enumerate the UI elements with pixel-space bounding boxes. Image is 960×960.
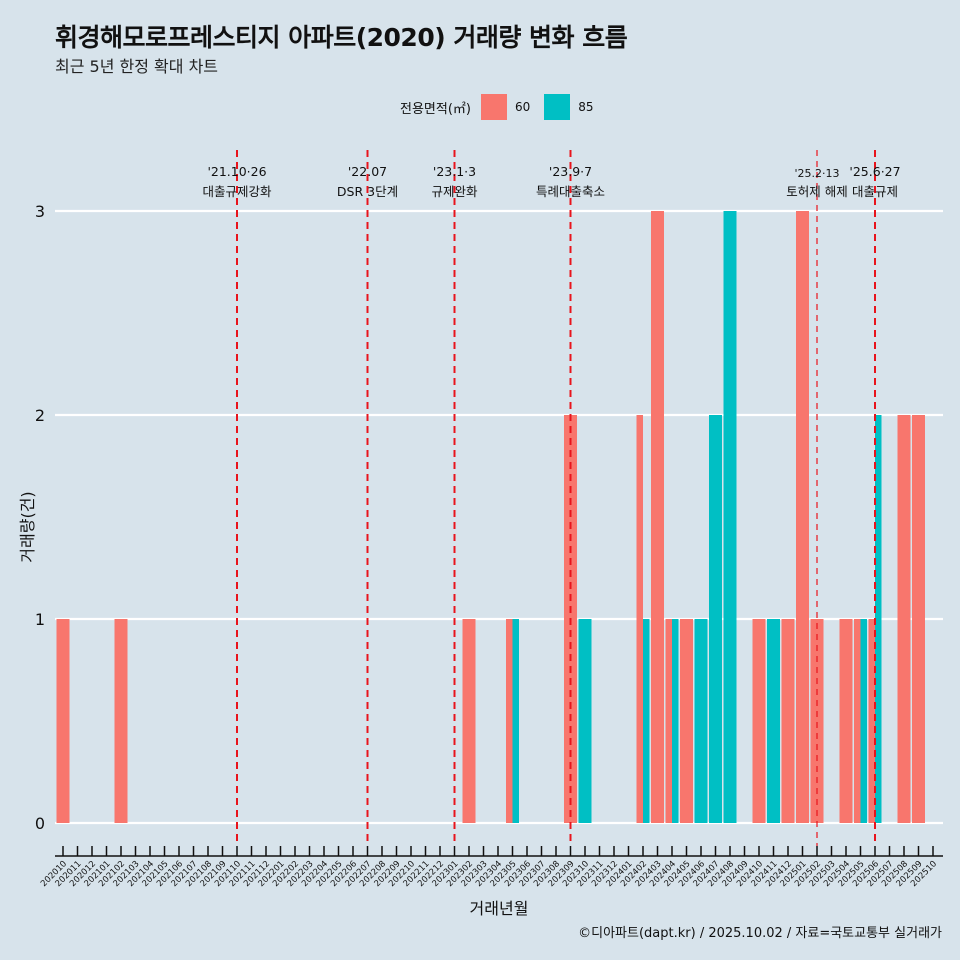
y-tick-label: 1 [35, 610, 45, 629]
bar-85-202305 [512, 619, 519, 823]
y-tick-label: 3 [35, 202, 45, 221]
bar-60-202405 [680, 619, 693, 823]
bar-60-202505 [854, 619, 861, 823]
source-caption: ©디아파트(dapt.kr) / 2025.10.02 / 자료=국토교통부 실… [578, 926, 942, 941]
event-label-202110: 대출규제강화 [202, 184, 272, 199]
bar-60-202502 [810, 619, 824, 823]
x-axis-title: 거래년월 [470, 899, 529, 918]
bar-60-202501 [796, 211, 809, 823]
bar-60-202403 [651, 211, 664, 823]
event-date-202506: '25.6·27 [849, 164, 900, 179]
event-date-202207: '22.07 [348, 164, 387, 179]
bar-60-202504 [839, 619, 853, 823]
event-date-202502: '25.2·13 [794, 167, 839, 180]
event-date-202110: '21.10·26 [207, 164, 266, 179]
event-date-202301: '23.1·3 [433, 164, 476, 179]
bar-60-202410 [752, 619, 766, 823]
y-tick-label: 2 [35, 406, 45, 425]
bar-85-202406 [694, 619, 708, 823]
bar-85-202505 [860, 619, 867, 823]
bar-60-202404 [665, 619, 672, 823]
event-label-202301: 규제완화 [431, 184, 478, 199]
legend-swatch-60 [480, 94, 507, 120]
legend-label-60: 60 [514, 100, 531, 114]
bar-60-202509 [912, 415, 925, 823]
chart-subtitle: 최근 5년 한정 확대 차트 [55, 57, 219, 76]
y-tick-label: 0 [35, 814, 45, 833]
bar-60-202412 [781, 619, 795, 823]
bar-85-202402 [643, 619, 650, 823]
event-date-202309: '23.9·7 [549, 164, 592, 179]
bar-60-202010 [56, 619, 70, 823]
bar-60-202506 [868, 619, 875, 823]
bar-60-202508 [897, 415, 911, 823]
legend: 전용면적(㎡) 60 85 [400, 93, 608, 121]
legend-title: 전용면적(㎡) [400, 101, 471, 117]
event-label-202207: DSR 3단계 [337, 184, 398, 199]
legend-item-60: 60 [480, 94, 531, 120]
bar-60-202402 [636, 415, 643, 823]
bar-60-202305 [506, 619, 513, 823]
bar-85-202407 [709, 415, 722, 823]
event-label-202506: 대출규제 [852, 184, 898, 199]
bar-60-202302 [462, 619, 476, 823]
y-axis-title: 거래량(건) [18, 491, 37, 562]
event-label-202502: 토허제 해제 [786, 184, 847, 199]
legend-item-85: 85 [544, 94, 594, 120]
bar-85-202408 [723, 211, 737, 823]
bar-60-202102 [114, 619, 128, 823]
event-label-202309: 특례대출축소 [536, 184, 605, 199]
bar-85-202506 [875, 415, 882, 823]
bar-85-202411 [767, 619, 780, 823]
bar-85-202310 [578, 619, 592, 823]
chart-title: 휘경해모로프레스티지 아파트(2020) 거래량 변화 흐름 [55, 23, 628, 52]
bar-85-202404 [672, 619, 679, 823]
legend-label-85: 85 [578, 100, 594, 114]
legend-swatch-85 [544, 94, 571, 120]
